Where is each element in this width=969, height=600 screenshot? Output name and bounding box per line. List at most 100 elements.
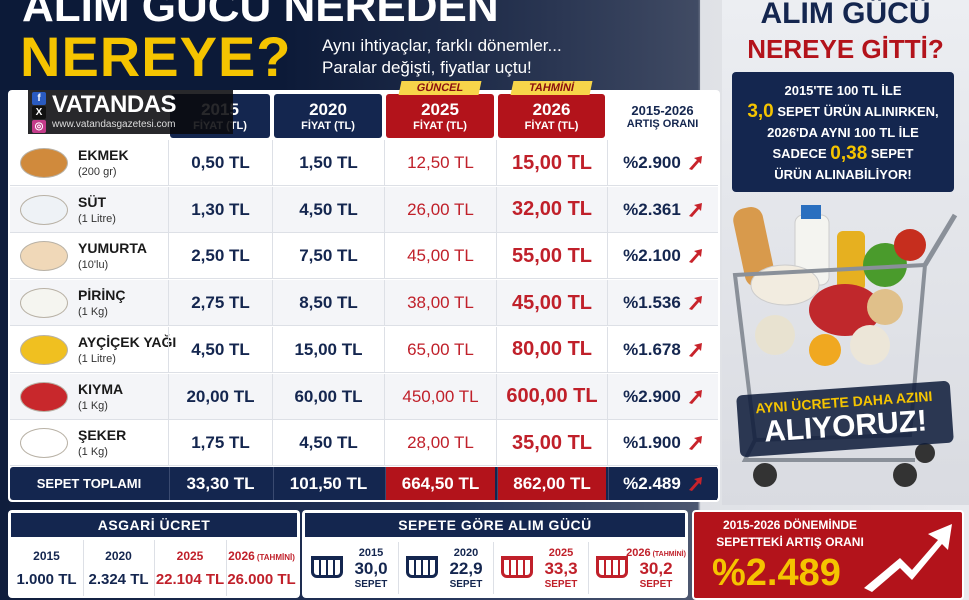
row-bg <box>10 140 718 186</box>
wage-value: 22.104 TL <box>155 570 225 588</box>
basket-value: 22,9 <box>449 558 483 578</box>
price-cell: 8,50 TL <box>272 280 384 327</box>
total-cell: 862,00 TL <box>497 467 606 500</box>
total-cell: %2.489 <box>608 467 717 500</box>
price-text: 600,00 TL <box>506 385 598 407</box>
product-name: PİRİNÇ <box>78 287 126 304</box>
price-text: 7,50 TL <box>299 246 358 266</box>
price-text: %2.900 <box>623 386 681 406</box>
product-unit: (1 Litre) <box>78 352 116 365</box>
subtitle: Aynı ihtiyaçlar, farklı dönemler... <box>322 36 562 55</box>
total-cell: 101,50 TL <box>273 467 383 500</box>
title-line1: ALIM GÜCÜ NEREDEN <box>22 0 499 31</box>
price-cell: 0,50 TL <box>168 140 272 186</box>
price-cell: 45,00 TL <box>496 280 607 327</box>
total-cell: 664,50 TL <box>385 467 495 500</box>
price-cell: 38,00 TL <box>384 280 496 327</box>
summary-text: SEPET ÜRÜN ALINIRKEN, <box>773 104 939 119</box>
column-sub: FİYAT (TL) <box>301 120 355 132</box>
product-name: KIYMA <box>78 380 124 397</box>
column-year: 2026 <box>532 100 571 119</box>
wage-value: 1.000 TL <box>16 570 77 588</box>
price-cell: 7,50 TL <box>272 233 384 280</box>
summary-text: 2015'TE 100 TL İLE <box>784 83 902 98</box>
product-unit: (1 Kg) <box>78 399 108 412</box>
price-text: %2.900 <box>623 153 681 172</box>
summary-line: 2026'DA AYNI 100 TL İLE <box>732 122 954 143</box>
wage-year: 2015 <box>33 548 60 563</box>
price-text: 26,00 TL <box>407 199 474 219</box>
price-cell: %1.900 <box>607 420 718 467</box>
product-name: SÜT <box>78 193 106 210</box>
basket-cell: 2020 22,9 SEPET <box>440 540 492 596</box>
price-cell: 80,00 TL <box>496 326 607 373</box>
price-text: 2,75 TL <box>191 293 250 313</box>
price-text: 55,00 TL <box>511 244 593 267</box>
price-cell: 4,50 TL <box>168 326 272 373</box>
price-cell: 26,00 TL <box>384 186 496 233</box>
price-text: %1.536 <box>623 293 681 313</box>
basket-year: 2025 <box>548 546 574 559</box>
total-text: 862,00 TL <box>513 473 591 493</box>
product-name: EKMEK <box>78 147 129 163</box>
basket-note: (TAHMİNİ) <box>652 550 686 558</box>
total-name: SEPET TOPLAMI <box>36 476 142 491</box>
product-icon <box>20 194 68 225</box>
price-text: 450,00 TL <box>402 386 479 406</box>
basket-unit: SEPET <box>544 578 578 590</box>
column-header: 2026 FİYAT (TL) <box>498 94 605 138</box>
summary-text: SADECE <box>772 146 831 161</box>
price-cell: 4,50 TL <box>272 186 384 233</box>
price-cell: %2.100 <box>607 233 718 280</box>
summary-box: 2015'TE 100 TL İLE 3,0 SEPET ÜRÜN ALINIRK… <box>732 72 954 192</box>
summary-line: 3,0 SEPET ÜRÜN ALINIRKEN, <box>732 101 954 122</box>
price-cell: %2.900 <box>607 140 718 186</box>
product-unit: (10'lu) <box>78 259 109 272</box>
price-text: 4,50 TL <box>191 339 250 359</box>
product-icon <box>20 148 68 178</box>
price-text: 65,00 TL <box>407 339 474 359</box>
basket-unit: SEPET <box>639 578 673 590</box>
logo-url: www.vatandasgazetesi.com <box>52 119 176 130</box>
panel-title: ASGARİ ÜCRET <box>11 513 297 537</box>
price-text: %1.900 <box>623 433 681 453</box>
row-bg <box>10 420 718 467</box>
up-arrow <box>688 296 702 311</box>
increase-value: %2.489 <box>712 552 841 594</box>
summary-text: SEPET <box>867 146 914 161</box>
logo: f X ◎ VATANDAS www.vatandasgazetesi.com <box>28 90 233 134</box>
total-text: 101,50 TL <box>289 473 368 493</box>
price-text: 12,50 TL <box>407 153 474 172</box>
basket-value: 30,2 <box>639 558 673 578</box>
up-arrow <box>688 202 702 217</box>
wage-cell: 2025 22.104 TL <box>154 540 225 596</box>
price-text: 45,00 TL <box>407 246 474 266</box>
wage-cell: 2026 (TAHMİNİ) 26.000 TL <box>225 540 297 596</box>
basket-year: 2026 (TAHMİNİ) <box>626 546 686 559</box>
summary-text: 3,0 <box>747 100 774 122</box>
up-arrow <box>688 249 702 264</box>
price-text: 38,00 TL <box>407 293 474 313</box>
column-header: 2015-2026 ARTIŞ ORANI <box>609 94 716 138</box>
cart-illustration <box>732 205 958 487</box>
price-text: 1,30 TL <box>191 199 250 219</box>
price-cell: 1,75 TL <box>168 420 272 467</box>
product-icon <box>20 334 68 365</box>
price-cell: 20,00 TL <box>168 373 272 420</box>
up-arrow <box>688 342 702 357</box>
basket-unit: SEPET <box>449 578 483 590</box>
column-year: 2025 <box>421 100 459 119</box>
price-cell: 4,50 TL <box>272 420 384 467</box>
price-cell: 12,50 TL <box>384 140 496 186</box>
price-text: 4,50 TL <box>299 433 358 453</box>
price-cell: 1,30 TL <box>168 186 272 233</box>
wage-year: 2020 <box>105 548 132 563</box>
price-text: 80,00 TL <box>511 338 593 361</box>
price-cell: 65,00 TL <box>384 326 496 373</box>
basket-year: 2015 <box>358 546 384 559</box>
header-bg <box>0 0 700 90</box>
price-text: 15,00 TL <box>294 339 363 359</box>
divider <box>398 542 399 594</box>
summary-text: ÜRÜN ALINABİLİYOR! <box>774 167 912 182</box>
column-tag: GÜNCEL <box>398 81 482 95</box>
